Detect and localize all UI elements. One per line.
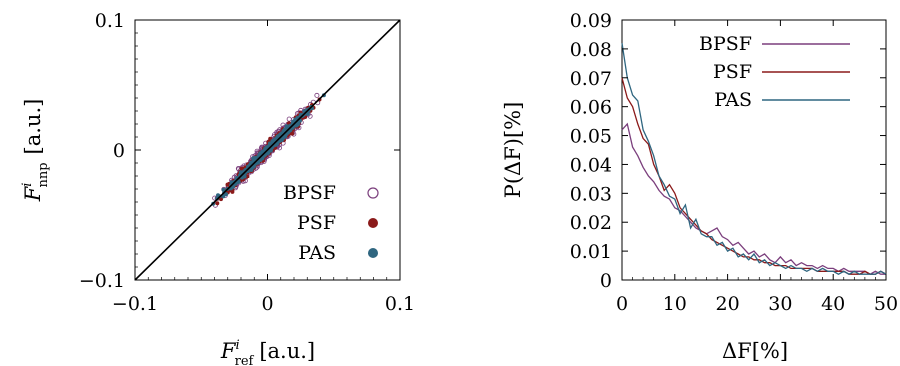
y-tick-label: −0.1: [79, 270, 125, 292]
y-tick-label: 0: [600, 270, 612, 292]
x-tick-label: 0.1: [385, 293, 415, 315]
scatter-point: [230, 189, 235, 194]
x-tick-label: 0: [616, 293, 628, 315]
right-ticks: 0 10 20 30 40 50 0 0.01 0.02 0.03 0.04 0.05 0.06 0.07…: [570, 10, 898, 315]
scatter-point: [239, 166, 244, 171]
y-tick-label: 0.02: [570, 212, 612, 234]
y-tick-label: 0.07: [570, 68, 612, 90]
y-tick-label: 0.05: [570, 126, 612, 148]
legend-label-pas: PAS: [298, 242, 336, 264]
y-tick-label: 0.03: [570, 183, 612, 205]
left-x-axis-label: Fi ref [a.u.]: [220, 338, 315, 366]
right-plot-frame: [621, 19, 887, 281]
right-series-lines: [621, 43, 887, 275]
legend-label-bpsf: BPSF: [699, 33, 752, 55]
right-x-axis-label: ΔF[%]: [722, 339, 788, 363]
scatter-point: [268, 136, 273, 141]
y-tick-label: 0.08: [570, 39, 612, 61]
reference-line-y-equals-x: [134, 19, 401, 281]
left-ticks: −0.1 0 0.1 −0.1 0 0.1: [79, 10, 415, 315]
scatter-point: [314, 92, 320, 98]
line-series-bpsf: [621, 122, 886, 275]
x-tick-label: 50: [874, 293, 898, 315]
scatter-point: [224, 192, 229, 197]
line-series-pas: [621, 43, 887, 275]
scatter-point: [221, 187, 226, 192]
legend-marker-pas: [368, 248, 378, 258]
right-legend: BPSF PSF PAS: [699, 33, 850, 111]
y-tick-label: 0: [113, 140, 125, 162]
legend-marker-psf: [368, 218, 378, 228]
x-tick-label: 10: [663, 293, 687, 315]
x-tick-label: 20: [716, 293, 740, 315]
left-legend: BPSF PSF PAS: [248, 178, 396, 266]
legend-marker-bpsf: [367, 187, 379, 199]
x-tick-label: 0: [261, 293, 273, 315]
scatter-point: [307, 113, 313, 119]
legend-label-psf: PSF: [297, 212, 336, 234]
error-distribution-panel: 0 10 20 30 40 50 0 0.01 0.02 0.03 0.04 0.05 0.06 0.07…: [501, 10, 898, 363]
y-tick-label: 0.01: [570, 241, 612, 263]
legend-label-psf: PSF: [713, 61, 752, 83]
y-tick-label: 0.04: [570, 154, 612, 176]
y-tick-label: 0.06: [570, 97, 612, 119]
scatter-point: [215, 201, 220, 206]
x-tick-label: 30: [768, 293, 792, 315]
y-tick-label: 0.1: [95, 10, 125, 32]
left-y-axis-label: Finnp[a.u.]: [20, 99, 51, 203]
x-tick-label: 40: [821, 293, 845, 315]
scatter-point: [305, 112, 310, 116]
legend-label-bpsf: BPSF: [283, 182, 336, 204]
scatter-point: [286, 116, 292, 122]
scatter-point: [251, 164, 256, 169]
x-tick-label: −0.1: [112, 293, 158, 315]
left-scatter-points: [134, 19, 401, 281]
scatter-point: [216, 193, 220, 198]
right-y-axis-label: P(ΔF)[%]: [501, 102, 525, 199]
line-series-psf: [621, 77, 887, 275]
legend-label-pas: PAS: [714, 89, 752, 111]
y-tick-label: 0.09: [570, 10, 612, 32]
